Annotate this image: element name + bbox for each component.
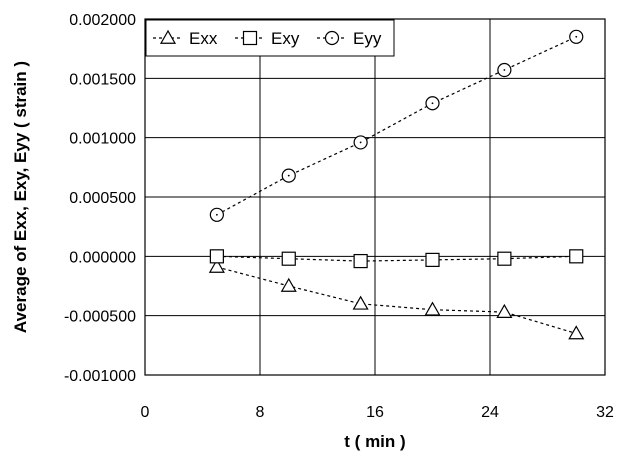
- series-exy: [209, 249, 584, 269]
- data-point-exy: [569, 249, 584, 264]
- y-tick-label: -0.000500: [64, 309, 136, 326]
- legend-marker-exy: [242, 30, 258, 46]
- y-axis-title: Average of Exx, Exy, Eyy ( strain ): [11, 61, 30, 333]
- data-point-exx: [352, 295, 369, 310]
- data-point-eyy-center: [431, 102, 434, 105]
- x-tick-label: 0: [141, 404, 150, 421]
- series-layer: [208, 29, 585, 340]
- x-tick-label: 8: [256, 404, 265, 421]
- data-point-exx: [568, 325, 585, 340]
- x-axis-title: t ( min ): [344, 432, 405, 451]
- x-axis-tick-labels: 0 8 16 24 32: [141, 404, 614, 421]
- x-tick-label: 32: [596, 404, 614, 421]
- data-point-eyy-center: [287, 174, 290, 177]
- data-point-exy: [497, 251, 512, 266]
- y-axis-tick-labels: 0.002000 0.001500 0.001000 0.000500 0.000000…: [64, 12, 136, 385]
- y-tick-label: -0.001000: [64, 368, 136, 385]
- data-point-exy: [353, 253, 368, 269]
- legend: Exx Exy Eyy: [145, 19, 395, 57]
- y-tick-label: 0.001000: [69, 131, 136, 148]
- series-line-exy: [216, 255, 577, 262]
- y-tick-label: 0.001500: [69, 71, 136, 88]
- plot-area-frame: [144, 18, 606, 376]
- legend-label: Exy: [271, 29, 300, 48]
- data-point-exx: [424, 301, 441, 316]
- series-line-exx: [216, 266, 577, 335]
- x-tick-label: 24: [481, 404, 499, 421]
- legend-box: [145, 19, 395, 57]
- legend-item-exx: Exx: [153, 29, 218, 48]
- legend-label: Exx: [189, 29, 218, 48]
- data-point-eyy-center: [575, 35, 578, 38]
- series-line-eyy: [216, 36, 577, 216]
- legend-item-eyy: Eyy: [317, 29, 382, 48]
- data-point-exx: [208, 258, 225, 273]
- data-point-eyy-center: [503, 69, 506, 71]
- data-point-exy: [281, 251, 296, 266]
- data-point-exx: [496, 303, 513, 318]
- data-point-exy: [209, 249, 224, 264]
- legend-item-exy: Exy: [235, 29, 300, 48]
- data-point-exx: [280, 277, 297, 292]
- data-point-eyy-center: [215, 213, 218, 216]
- legend-label: Eyy: [353, 29, 382, 48]
- x-tick-label: 16: [366, 404, 384, 421]
- legend-marker-eyy-center: [331, 37, 333, 39]
- data-point-eyy-center: [359, 141, 362, 144]
- legend-marker-exx: [159, 29, 177, 44]
- series-eyy: [209, 29, 584, 222]
- data-point-exy: [425, 252, 440, 267]
- y-tick-label: 0.000500: [69, 190, 136, 207]
- y-tick-label: 0.002000: [69, 12, 136, 29]
- y-tick-label: 0.000000: [69, 249, 136, 266]
- series-exx: [208, 258, 585, 340]
